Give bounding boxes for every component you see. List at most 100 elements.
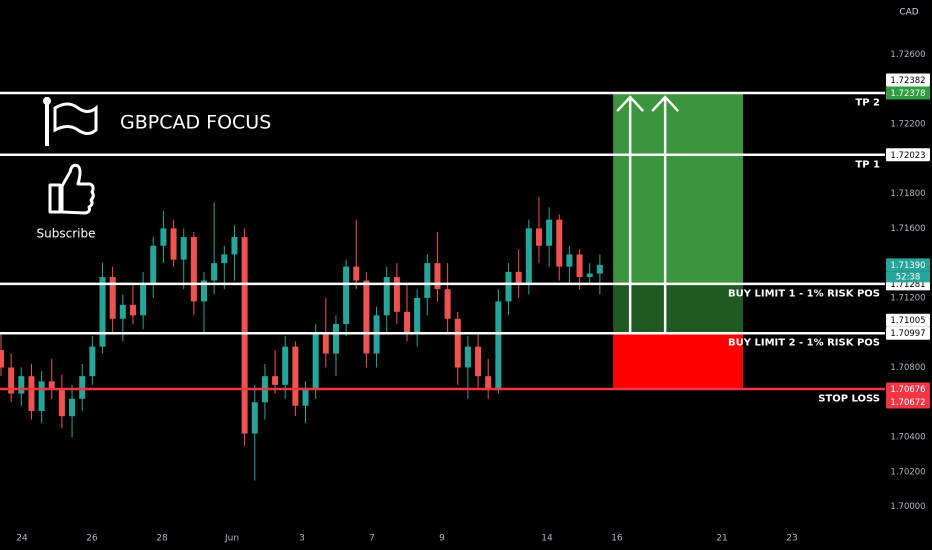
candle-body xyxy=(515,271,522,284)
candle-body xyxy=(414,297,421,333)
y-tick-label: 1.70200 xyxy=(890,467,925,477)
y-tick-label: 1.70000 xyxy=(890,502,925,512)
candle-body xyxy=(383,277,390,316)
thumbs-up-icon[interactable] xyxy=(48,163,95,215)
price-label-box xyxy=(886,395,930,409)
level-price-label-box xyxy=(886,86,930,100)
candle-body xyxy=(434,263,441,290)
candle-body xyxy=(525,228,532,284)
x-tick-label: 9 xyxy=(439,534,445,544)
candle-body xyxy=(424,263,431,298)
price-label: 1.72382 xyxy=(890,76,925,86)
arrow-head xyxy=(651,95,680,112)
x-tick-label: 16 xyxy=(611,534,623,544)
price-label-box xyxy=(886,313,930,327)
candle-body xyxy=(201,280,208,302)
candle-body xyxy=(211,263,218,281)
y-tick-label: 1.71600 xyxy=(890,224,925,234)
countdown: 52:38 xyxy=(896,272,921,282)
candle-body xyxy=(535,228,542,246)
x-tick-label: 28 xyxy=(156,534,168,544)
x-tick-label: 26 xyxy=(86,534,98,544)
candle-body xyxy=(444,289,451,319)
candle-body xyxy=(495,301,502,389)
candle-body xyxy=(393,277,400,312)
candle-body xyxy=(0,350,5,368)
candle-body xyxy=(150,245,157,284)
candle-body xyxy=(170,228,177,260)
level-name: TP 1 xyxy=(855,159,880,170)
x-tick-label: Jun xyxy=(224,534,239,544)
candle-body xyxy=(221,254,228,264)
level-price-label-box xyxy=(886,148,930,162)
candle-body xyxy=(343,266,350,324)
last-price-label-box xyxy=(886,258,930,272)
candle-body xyxy=(546,219,553,246)
x-tick-label: 24 xyxy=(16,534,28,544)
candle-body xyxy=(58,388,65,417)
flag-icon xyxy=(53,102,98,135)
price-label-box xyxy=(886,73,930,87)
candle-body xyxy=(302,388,309,406)
candle-body xyxy=(99,277,106,347)
entry-zone xyxy=(613,283,744,334)
candle-body xyxy=(322,332,329,354)
candle-body xyxy=(180,237,187,260)
candle-body xyxy=(586,273,593,278)
level-price-label: 1.71281 xyxy=(890,280,925,290)
x-tick-label: 21 xyxy=(716,534,727,544)
candle-body xyxy=(363,280,370,354)
branding: GBPCAD FOCUS Subscribe xyxy=(37,97,271,241)
y-tick-label: 1.70400 xyxy=(890,433,925,443)
x-tick-label: 23 xyxy=(786,534,797,544)
candle-body xyxy=(464,346,471,368)
price-label: 1.70672 xyxy=(890,398,925,408)
candle-body xyxy=(556,219,563,267)
candle-body xyxy=(79,376,86,399)
candle-body xyxy=(454,318,461,368)
level-price-label-box xyxy=(886,382,930,396)
x-tick-label: 7 xyxy=(369,534,375,544)
subscribe-label[interactable]: Subscribe xyxy=(37,227,96,241)
candle-body xyxy=(119,304,126,319)
y-tick-label: 1.71800 xyxy=(890,189,925,199)
y-tick-label: 1.70800 xyxy=(890,363,925,373)
x-tick-label: 3 xyxy=(299,534,305,544)
loss-zone xyxy=(613,333,744,390)
candle-body xyxy=(404,311,411,333)
last-price-label: 1.71390 xyxy=(890,261,925,271)
candle-body xyxy=(485,376,492,389)
candle-body xyxy=(89,346,96,377)
candle-body xyxy=(272,376,279,385)
level-price-label: 1.70676 xyxy=(890,385,925,395)
candle-body xyxy=(18,376,25,394)
x-tick-label: 14 xyxy=(541,534,553,544)
channel-title: GBPCAD FOCUS xyxy=(120,112,271,134)
candle-body xyxy=(160,228,167,246)
countdown-box xyxy=(886,271,930,283)
candle-body xyxy=(312,332,319,389)
candle-body xyxy=(109,277,116,319)
candle-body xyxy=(332,324,339,354)
level-price-label: 1.70997 xyxy=(890,329,925,339)
candle-body xyxy=(251,402,258,434)
y-tick-label: 1.71200 xyxy=(890,293,925,303)
candle-body xyxy=(28,376,35,411)
candle-body xyxy=(596,264,603,274)
price-label: 1.71005 xyxy=(890,316,925,326)
candle-body xyxy=(190,237,197,302)
arrow-head xyxy=(616,95,645,112)
profit-zone xyxy=(613,93,744,284)
level-name: BUY LIMIT 2 - 1% RISK POS xyxy=(728,338,880,349)
y-tick-label: 1.72200 xyxy=(890,120,925,130)
candle-body xyxy=(282,346,289,385)
candle-body xyxy=(231,237,238,255)
candle-body xyxy=(140,284,147,316)
y-tick-label: 1.72600 xyxy=(890,50,925,60)
candle-body xyxy=(576,254,583,278)
level-price-label-box xyxy=(886,326,930,340)
currency-label: CAD xyxy=(899,8,918,18)
candle-body xyxy=(69,398,76,417)
